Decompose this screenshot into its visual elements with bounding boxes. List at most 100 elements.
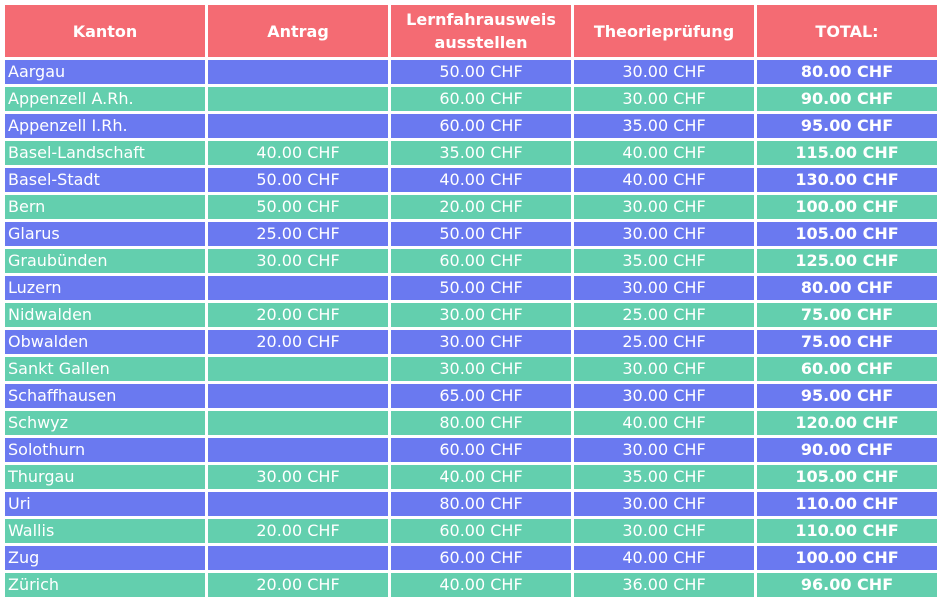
header-learner-permit-line2: ausstellen <box>434 33 528 52</box>
learner-permit-fee-cell: 60.00 CHF <box>391 519 571 543</box>
theory-exam-fee-cell: 30.00 CHF <box>574 60 754 84</box>
application-fee-cell <box>208 384 388 408</box>
learner-permit-fee-cell: 80.00 CHF <box>391 492 571 516</box>
application-fee-cell: 50.00 CHF <box>208 168 388 192</box>
application-fee-cell: 30.00 CHF <box>208 465 388 489</box>
application-fee-cell <box>208 546 388 570</box>
table-row: Basel-Stadt 50.00 CHF 40.00 CHF 40.00 CHF 13… <box>5 168 937 192</box>
theory-exam-fee-cell: 25.00 CHF <box>574 330 754 354</box>
total-fee-cell: 95.00 CHF <box>757 384 937 408</box>
learner-permit-fee-cell: 35.00 CHF <box>391 141 571 165</box>
theory-exam-fee-cell: 40.00 CHF <box>574 411 754 435</box>
header-total: TOTAL: <box>757 5 937 57</box>
total-fee-cell: 90.00 CHF <box>757 438 937 462</box>
theory-exam-fee-cell: 30.00 CHF <box>574 384 754 408</box>
total-fee-cell: 130.00 CHF <box>757 168 937 192</box>
canton-cell: Uri <box>5 492 205 516</box>
application-fee-cell: 30.00 CHF <box>208 249 388 273</box>
table-row: Nidwalden 20.00 CHF 30.00 CHF 25.00 CHF 75.0… <box>5 303 937 327</box>
theory-exam-fee-cell: 30.00 CHF <box>574 357 754 381</box>
theory-exam-fee-cell: 35.00 CHF <box>574 249 754 273</box>
canton-cell: Graubünden <box>5 249 205 273</box>
theory-exam-fee-cell: 40.00 CHF <box>574 168 754 192</box>
canton-cell: Nidwalden <box>5 303 205 327</box>
canton-cell: Basel-Landschaft <box>5 141 205 165</box>
learner-permit-fee-cell: 30.00 CHF <box>391 330 571 354</box>
header-canton: Kanton <box>5 5 205 57</box>
application-fee-cell <box>208 438 388 462</box>
total-fee-cell: 60.00 CHF <box>757 357 937 381</box>
learner-permit-fee-cell: 40.00 CHF <box>391 168 571 192</box>
theory-exam-fee-cell: 30.00 CHF <box>574 438 754 462</box>
table-row: Schwyz 80.00 CHF 40.00 CHF 120.00 CHF <box>5 411 937 435</box>
header-learner-permit: Lernfahrausweis ausstellen <box>391 5 571 57</box>
learner-permit-fee-cell: 30.00 CHF <box>391 357 571 381</box>
learner-permit-fee-cell: 65.00 CHF <box>391 384 571 408</box>
theory-exam-fee-cell: 35.00 CHF <box>574 114 754 138</box>
learner-permit-fee-cell: 80.00 CHF <box>391 411 571 435</box>
theory-exam-fee-cell: 30.00 CHF <box>574 276 754 300</box>
total-fee-cell: 75.00 CHF <box>757 303 937 327</box>
theory-exam-fee-cell: 30.00 CHF <box>574 519 754 543</box>
canton-cell: Schwyz <box>5 411 205 435</box>
header-row: Kanton Antrag Lernfahrausweis ausstellen … <box>5 5 937 57</box>
application-fee-cell <box>208 492 388 516</box>
header-learner-permit-line1: Lernfahrausweis <box>406 10 556 29</box>
learner-permit-fee-cell: 20.00 CHF <box>391 195 571 219</box>
canton-cell: Aargau <box>5 60 205 84</box>
total-fee-cell: 125.00 CHF <box>757 249 937 273</box>
application-fee-cell: 40.00 CHF <box>208 141 388 165</box>
canton-cell: Glarus <box>5 222 205 246</box>
table-row: Uri 80.00 CHF 30.00 CHF 110.00 CHF <box>5 492 937 516</box>
total-fee-cell: 100.00 CHF <box>757 546 937 570</box>
canton-cell: Schaffhausen <box>5 384 205 408</box>
learner-permit-fee-cell: 50.00 CHF <box>391 276 571 300</box>
total-fee-cell: 110.00 CHF <box>757 492 937 516</box>
fee-table-header: Kanton Antrag Lernfahrausweis ausstellen … <box>5 5 937 57</box>
total-fee-cell: 110.00 CHF <box>757 519 937 543</box>
total-fee-cell: 105.00 CHF <box>757 465 937 489</box>
total-fee-cell: 115.00 CHF <box>757 141 937 165</box>
table-row: Obwalden 20.00 CHF 30.00 CHF 25.00 CHF 75.00… <box>5 330 937 354</box>
application-fee-cell: 20.00 CHF <box>208 303 388 327</box>
learner-permit-fee-cell: 40.00 CHF <box>391 573 571 597</box>
table-row: Appenzell I.Rh. 60.00 CHF 35.00 CHF 95.00 C… <box>5 114 937 138</box>
total-fee-cell: 80.00 CHF <box>757 276 937 300</box>
theory-exam-fee-cell: 30.00 CHF <box>574 87 754 111</box>
table-row: Wallis 20.00 CHF 60.00 CHF 30.00 CHF 110.00 … <box>5 519 937 543</box>
theory-exam-fee-cell: 25.00 CHF <box>574 303 754 327</box>
learner-permit-fee-cell: 30.00 CHF <box>391 303 571 327</box>
learner-permit-fee-cell: 60.00 CHF <box>391 546 571 570</box>
application-fee-cell: 20.00 CHF <box>208 330 388 354</box>
canton-cell: Zug <box>5 546 205 570</box>
theory-exam-fee-cell: 30.00 CHF <box>574 492 754 516</box>
total-fee-cell: 100.00 CHF <box>757 195 937 219</box>
table-row: Basel-Landschaft 40.00 CHF 35.00 CHF 40.00 … <box>5 141 937 165</box>
application-fee-cell <box>208 60 388 84</box>
canton-cell: Zürich <box>5 573 205 597</box>
header-application: Antrag <box>208 5 388 57</box>
table-row: Schaffhausen 65.00 CHF 30.00 CHF 95.00 CHF <box>5 384 937 408</box>
theory-exam-fee-cell: 30.00 CHF <box>574 195 754 219</box>
canton-cell: Obwalden <box>5 330 205 354</box>
application-fee-cell: 20.00 CHF <box>208 573 388 597</box>
learner-permit-fee-cell: 60.00 CHF <box>391 438 571 462</box>
application-fee-cell <box>208 114 388 138</box>
fee-table-body: Aargau 50.00 CHF 30.00 CHF 80.00 CHF Appenze… <box>5 60 937 597</box>
theory-exam-fee-cell: 36.00 CHF <box>574 573 754 597</box>
total-fee-cell: 80.00 CHF <box>757 60 937 84</box>
table-row: Glarus 25.00 CHF 50.00 CHF 30.00 CHF 105.00 … <box>5 222 937 246</box>
application-fee-cell: 25.00 CHF <box>208 222 388 246</box>
table-row: Graubünden 30.00 CHF 60.00 CHF 35.00 CHF 125… <box>5 249 937 273</box>
table-row: Aargau 50.00 CHF 30.00 CHF 80.00 CHF <box>5 60 937 84</box>
table-row: Luzern 50.00 CHF 30.00 CHF 80.00 CHF <box>5 276 937 300</box>
total-fee-cell: 96.00 CHF <box>757 573 937 597</box>
theory-exam-fee-cell: 35.00 CHF <box>574 465 754 489</box>
learner-permit-fee-cell: 50.00 CHF <box>391 222 571 246</box>
header-theory-exam: Theorieprüfung <box>574 5 754 57</box>
theory-exam-fee-cell: 40.00 CHF <box>574 141 754 165</box>
table-row: Zürich 20.00 CHF 40.00 CHF 36.00 CHF 96.00 C… <box>5 573 937 597</box>
learner-permit-fee-cell: 60.00 CHF <box>391 114 571 138</box>
learner-permit-fee-cell: 40.00 CHF <box>391 465 571 489</box>
